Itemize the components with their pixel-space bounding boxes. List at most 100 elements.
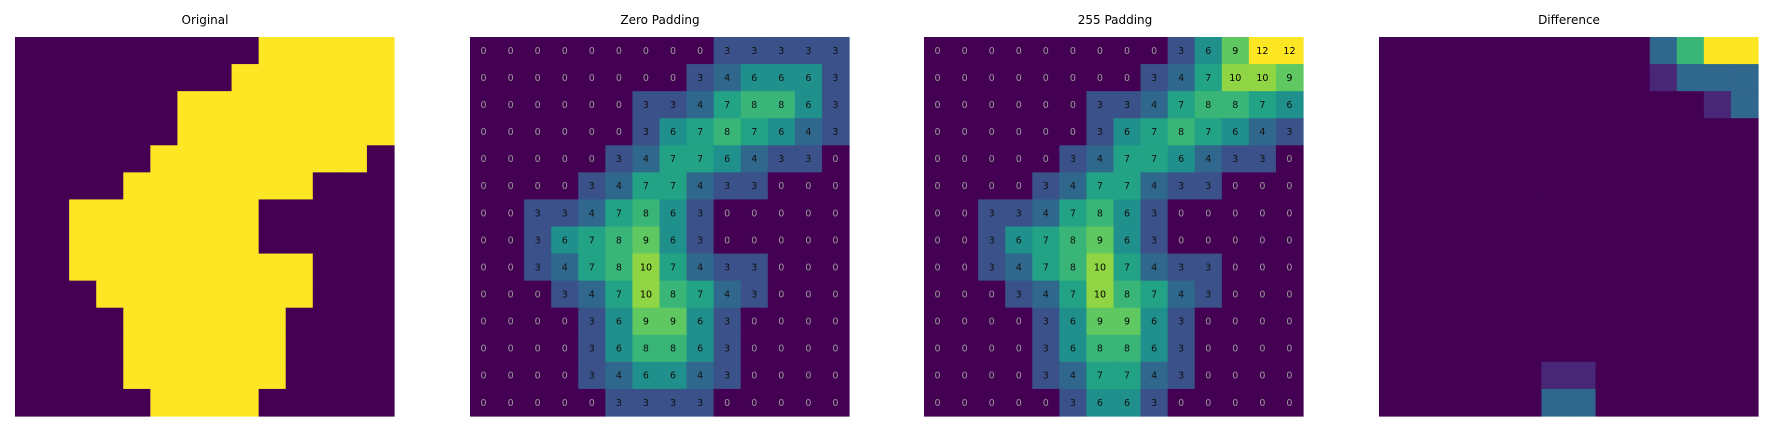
cell-value-label: 0 (962, 46, 968, 57)
heatmap-cell (1032, 307, 1060, 336)
cell-value-label: 3 (778, 154, 784, 165)
cell-value-label: 9 (670, 317, 676, 328)
cell-value-label: 7 (1097, 371, 1103, 382)
cell-value-label: 0 (562, 46, 568, 57)
cell-value-label: 4 (697, 262, 703, 273)
heatmap-cell (632, 145, 661, 173)
cell-value-label: 9 (1097, 235, 1103, 246)
cell-value-label: 9 (643, 317, 649, 328)
heatmap-cell (1379, 307, 1407, 336)
heatmap-cell (1167, 118, 1196, 146)
heatmap-cell (285, 388, 314, 417)
cell-value-label: 0 (481, 73, 487, 84)
cell-value-label: 0 (508, 344, 514, 355)
cell-value-label: 0 (751, 398, 757, 409)
cell-value-label: 7 (670, 262, 676, 273)
heatmap-cell (605, 172, 634, 201)
heatmap-cell (339, 172, 368, 201)
heatmap-cell (767, 280, 796, 309)
heatmap-cell (740, 253, 769, 282)
cell-value-label: 7 (643, 181, 649, 192)
cell-value-label: 0 (962, 181, 968, 192)
heatmap-cell (69, 388, 97, 417)
cell-value-label: 7 (616, 208, 622, 219)
cell-value-label: 6 (697, 344, 703, 355)
heatmap-cell (1514, 37, 1543, 65)
heatmap-cell (1433, 145, 1461, 173)
heatmap-cell (794, 37, 823, 65)
heatmap-cell (1194, 334, 1223, 363)
heatmap-cell (794, 307, 823, 336)
cell-value-label: 0 (989, 127, 995, 138)
heatmap-cell (1703, 172, 1732, 201)
cell-value-label: 0 (481, 344, 487, 355)
heatmap-cell (1379, 118, 1407, 146)
heatmap-cell (15, 91, 43, 119)
heatmap-cell (1194, 145, 1223, 173)
heatmap-cell (177, 37, 206, 65)
heatmap-cell (605, 226, 634, 255)
heatmap-cell (1167, 172, 1196, 201)
heatmap-cell (1194, 388, 1223, 417)
heatmap-grid (15, 37, 395, 417)
heatmap-cell (821, 91, 850, 119)
heatmap-cell (231, 226, 260, 255)
cell-value-label: 0 (832, 181, 838, 192)
cell-value-label: 6 (724, 154, 730, 165)
cell-value-label: 3 (832, 100, 838, 111)
cell-value-label: 0 (1097, 73, 1103, 84)
heatmap-cell (1514, 361, 1543, 390)
heatmap-cell (150, 64, 179, 92)
heatmap-cell (231, 388, 260, 417)
cell-value-label: 0 (832, 208, 838, 219)
heatmap-cell (1379, 388, 1407, 417)
heatmap-cell (258, 307, 287, 336)
cell-value-label: 7 (1151, 289, 1157, 300)
heatmap-cell (605, 199, 634, 228)
heatmap-cell (470, 118, 498, 146)
heatmap-cell (312, 226, 341, 255)
cell-value-label: 4 (724, 73, 730, 84)
cell-value-label: 4 (724, 289, 730, 300)
cell-value-label: 0 (1178, 398, 1184, 409)
heatmap-cell (978, 199, 1006, 228)
cell-value-label: 0 (1016, 73, 1022, 84)
cell-value-label: 3 (616, 398, 622, 409)
heatmap-cell (177, 64, 206, 92)
heatmap-cell (42, 388, 70, 417)
cell-value-label: 3 (1178, 46, 1184, 57)
heatmap-cell (123, 172, 151, 201)
heatmap-cell (96, 307, 124, 336)
heatmap-cell (366, 118, 395, 146)
heatmap-cell (1514, 388, 1543, 417)
heatmap-cell (1167, 361, 1196, 390)
heatmap-cell (123, 91, 151, 119)
cell-value-label: 0 (1097, 46, 1103, 57)
cell-value-label: 3 (751, 46, 757, 57)
cell-value-label: 6 (1151, 317, 1157, 328)
heatmap-cell (1005, 280, 1033, 309)
heatmap-cell (1140, 91, 1169, 119)
heatmap-cell (1248, 226, 1277, 255)
heatmap-cell (1032, 361, 1060, 390)
cell-value-label: 0 (589, 46, 595, 57)
heatmap-cell (470, 37, 498, 65)
heatmap-cell (1460, 172, 1488, 201)
heatmap-cell (632, 307, 661, 336)
cell-value-label: 0 (935, 154, 941, 165)
heatmap-cell (1113, 118, 1142, 146)
heatmap-cell (1379, 64, 1407, 92)
heatmap-cell (204, 37, 233, 65)
heatmap-cell (1541, 307, 1570, 336)
heatmap-cell (1140, 145, 1169, 173)
cell-value-label: 3 (1178, 181, 1184, 192)
heatmap-cell (740, 64, 769, 92)
heatmap-cell (366, 307, 395, 336)
heatmap-cell (470, 361, 498, 390)
heatmap-cell (231, 172, 260, 201)
heatmap-cell (1487, 199, 1515, 228)
heatmap-cell (578, 199, 606, 228)
heatmap-cell (767, 199, 796, 228)
heatmap-cell (96, 145, 124, 173)
cell-value-label: 3 (989, 235, 995, 246)
